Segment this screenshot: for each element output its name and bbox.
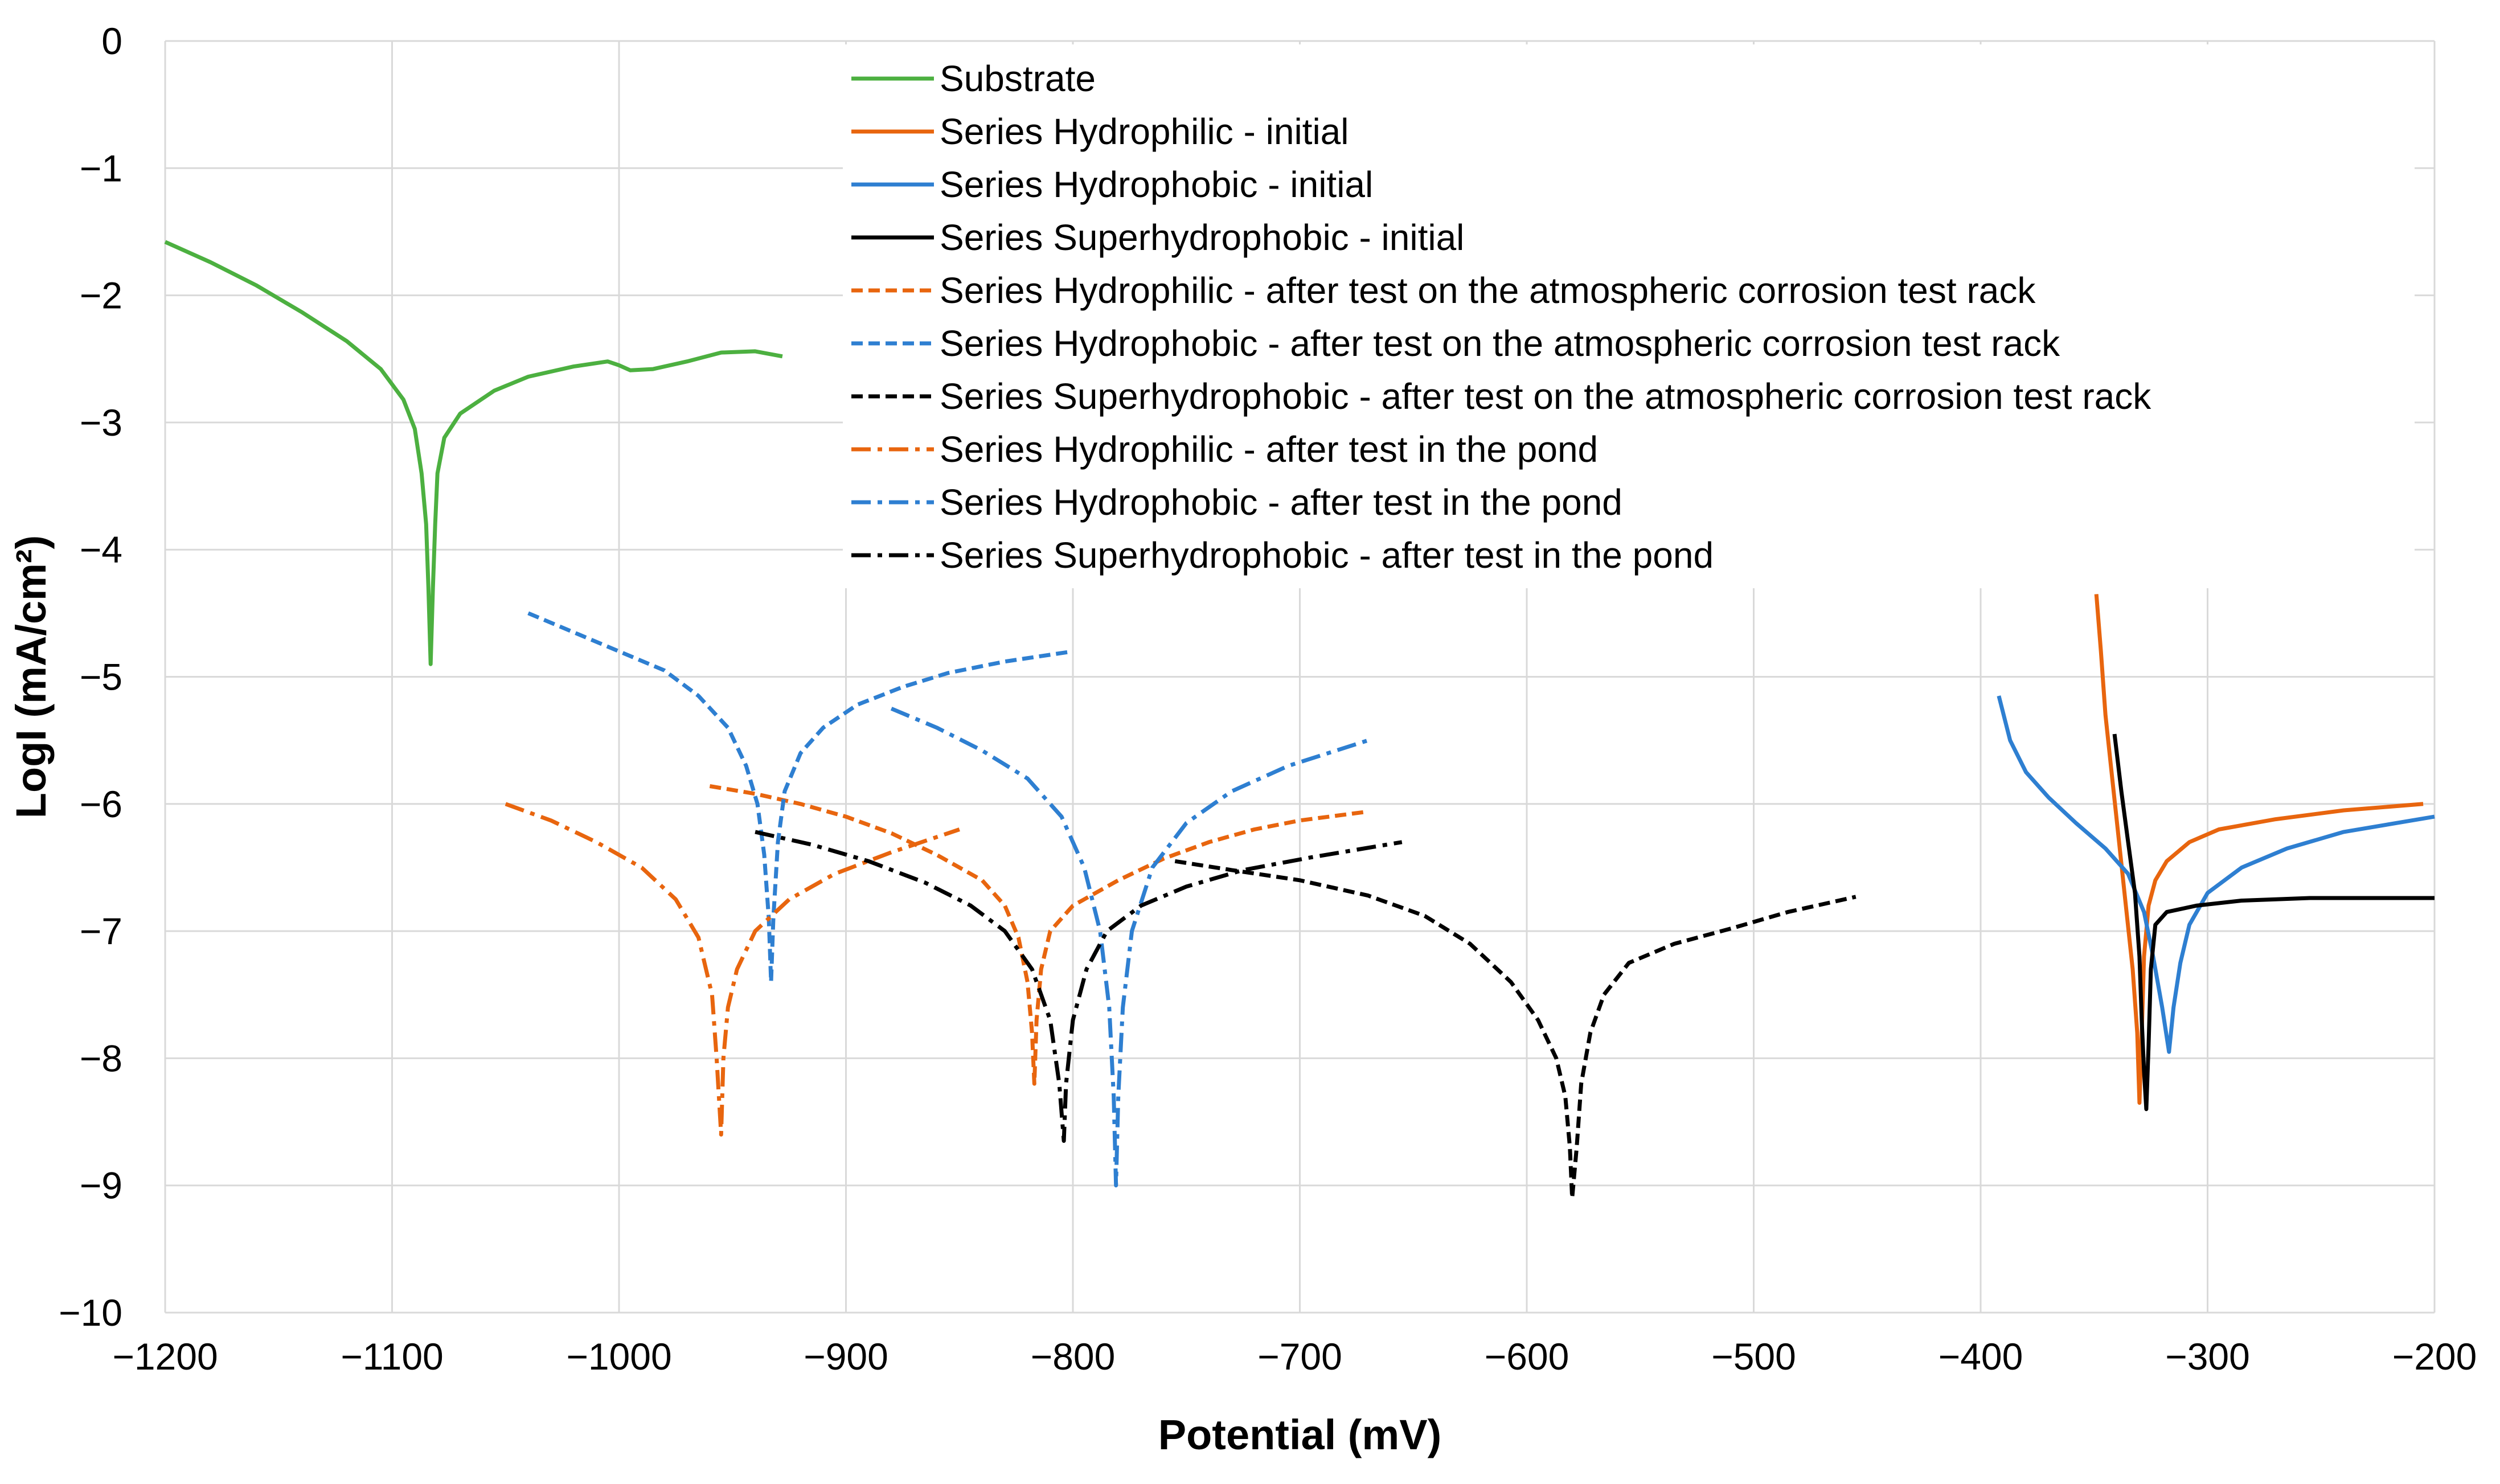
series-line: [1997, 695, 2435, 1054]
legend-label: Series Hydrophobic - after test on the a…: [940, 323, 2060, 364]
series-line: [527, 611, 1073, 984]
legend-label: Substrate: [940, 58, 1096, 99]
y-tick-label: −7: [80, 910, 122, 952]
series-line: [2112, 733, 2435, 1112]
x-tick-label: −1100: [341, 1335, 443, 1378]
x-tick-label: −200: [2392, 1335, 2477, 1378]
x-tick-label: −400: [1938, 1335, 2023, 1378]
y-axis-title: LogI (mA/cm²): [7, 535, 55, 818]
legend-label: Series Hydrophobic - after test in the p…: [940, 482, 1622, 523]
x-tick-label: −800: [1031, 1335, 1116, 1378]
series-line: [505, 802, 960, 1137]
x-tick-label: −700: [1257, 1335, 1342, 1378]
y-tick-label: −5: [80, 656, 122, 698]
y-tick-label: −10: [59, 1292, 122, 1334]
series-line: [755, 830, 1403, 1143]
x-tick-label: −900: [804, 1335, 888, 1378]
legend-label: Series Superhydrophobic - after test on …: [940, 376, 2151, 417]
x-tick-label: −600: [1485, 1335, 1569, 1378]
series-line: [709, 784, 1368, 1086]
x-tick-label: −1200: [112, 1335, 218, 1378]
x-tick-label: −500: [1711, 1335, 1796, 1378]
legend-background: [843, 44, 2415, 588]
legend-label: Series Hydrophilic - after test in the p…: [940, 429, 1598, 470]
legend-label: Series Hydrophobic - initial: [940, 164, 1373, 205]
y-tick-label: −9: [80, 1165, 122, 1207]
y-tick-label: −8: [80, 1037, 122, 1079]
legend: Substrate Series Hydrophilic - initial Ser…: [843, 44, 2415, 588]
axis-ticks: −1200 −1100 −1000 −900 −800 −700 −600 −500 −400 −…: [59, 20, 2477, 1378]
series-line: [164, 240, 783, 666]
series-line: [1174, 859, 1856, 1200]
legend-label: Series Superhydrophobic - initial: [940, 217, 1464, 258]
y-tick-label: −1: [80, 147, 122, 189]
y-tick-label: −6: [80, 783, 122, 825]
plot-area: [164, 240, 2435, 1200]
legend-label: Series Hydrophilic - initial: [940, 111, 1349, 152]
x-tick-label: −1000: [566, 1335, 671, 1378]
x-tick-label: −300: [2165, 1335, 2250, 1378]
y-tick-label: −2: [80, 274, 122, 317]
y-tick-label: −4: [80, 528, 122, 571]
legend-label: Series Hydrophilic - after test on the a…: [940, 270, 2036, 311]
x-axis-title: Potential (mV): [1158, 1411, 1441, 1458]
y-tick-label: 0: [101, 20, 122, 62]
series-line: [890, 707, 1369, 1188]
legend-label: Series Superhydrophobic - after test in …: [940, 535, 1714, 576]
y-tick-label: −3: [80, 401, 122, 444]
